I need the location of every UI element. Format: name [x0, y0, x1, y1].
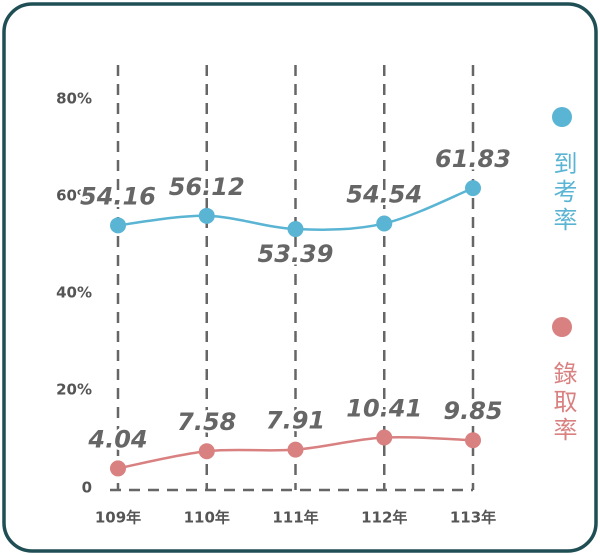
y-tick-label: 40%	[56, 284, 92, 302]
point	[287, 441, 304, 458]
legend-label: 錄取率	[549, 361, 577, 445]
point	[287, 221, 304, 238]
point	[198, 207, 215, 224]
legend-marker	[552, 317, 572, 337]
x-tick-label: 110年	[184, 509, 230, 527]
value-label: 7.58	[177, 408, 236, 436]
x-tick-label: 109年	[95, 509, 141, 527]
value-label: 4.04	[87, 425, 147, 453]
point	[376, 429, 393, 446]
value-label: 54.54	[346, 180, 422, 208]
x-tick-label: 113年	[450, 509, 496, 527]
legend-label: 到考率	[549, 151, 577, 235]
y-tick-label: 20%	[56, 381, 92, 399]
x-tick-label: 112年	[361, 509, 407, 527]
value-label: 7.91	[266, 407, 325, 435]
value-label: 56.12	[169, 173, 245, 201]
point	[376, 215, 393, 232]
y-tick-label: 60%	[56, 187, 92, 205]
point	[110, 217, 126, 234]
value-label: 61.83	[435, 145, 511, 173]
point	[110, 460, 126, 477]
point	[465, 180, 481, 197]
legend-marker	[552, 107, 572, 127]
x-tick-label: 111年	[272, 509, 318, 527]
y-tick-label: 80%	[56, 90, 92, 108]
value-label: 10.41	[346, 395, 422, 423]
value-label: 54.16	[80, 182, 156, 210]
y-tick-label: 0	[82, 479, 92, 497]
point	[465, 432, 481, 449]
point	[198, 443, 215, 460]
value-label: 9.85	[443, 397, 502, 425]
value-label: 53.39	[258, 240, 334, 268]
